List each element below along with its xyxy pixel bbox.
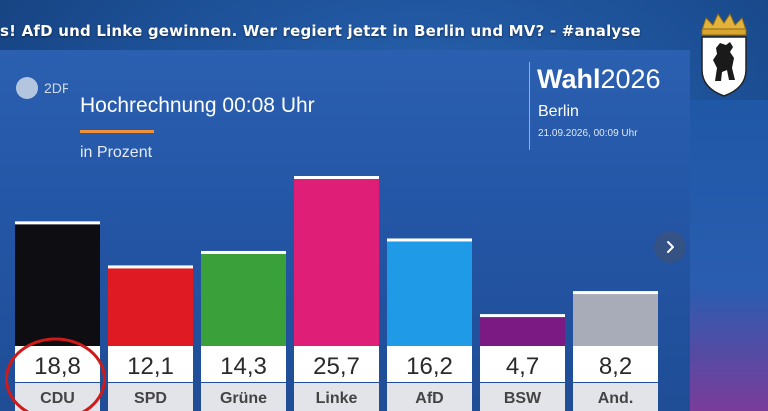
party-label-bsw: BSW bbox=[504, 390, 542, 407]
bar-spd bbox=[108, 266, 193, 346]
video-headline: s! AfD und Linke gewinnen. Wer regiert j… bbox=[0, 22, 641, 40]
bar-top-line-and bbox=[573, 291, 658, 295]
party-label-afd: AfD bbox=[415, 390, 443, 407]
bar-and bbox=[573, 292, 658, 346]
value-label-and: 8,2 bbox=[599, 353, 632, 380]
value-box-spd bbox=[108, 346, 193, 382]
bar-top-line-linke bbox=[294, 176, 379, 179]
party-label-grne: Grüne bbox=[220, 390, 267, 407]
bar-top-line-grne bbox=[201, 250, 286, 254]
value-label-linke: 25,7 bbox=[313, 353, 360, 380]
party-box-cdu bbox=[15, 383, 100, 411]
value-box-linke bbox=[294, 346, 379, 382]
value-label-grne: 14,3 bbox=[220, 353, 267, 380]
value-box-bsw bbox=[480, 346, 565, 382]
title-accent-line bbox=[80, 130, 154, 133]
berlin-bear-crest-icon bbox=[701, 12, 747, 97]
value-label-bsw: 4,7 bbox=[506, 353, 539, 380]
bar-cdu bbox=[15, 222, 100, 346]
bar-top-line-spd bbox=[108, 265, 193, 269]
value-box-afd bbox=[387, 346, 472, 382]
highlight-circle bbox=[5, 337, 106, 411]
value-box-cdu bbox=[15, 346, 100, 382]
value-label-cdu: 18,8 bbox=[34, 353, 81, 380]
bar-linke bbox=[294, 177, 379, 346]
election-brand: Wahl2026 bbox=[537, 64, 661, 95]
party-label-and: And. bbox=[598, 390, 634, 407]
results-bar-chart: 18,8 CDU 12,1 SPD 14,3 Grüne 25,7 Linke 16,2 AfD 4… bbox=[5, 176, 658, 411]
party-label-spd: SPD bbox=[134, 390, 167, 407]
chevron-right-icon bbox=[667, 241, 674, 253]
party-box-grne bbox=[201, 383, 286, 411]
party-box-spd bbox=[108, 383, 193, 411]
value-label-afd: 16,2 bbox=[406, 353, 453, 380]
value-label-spd: 12,1 bbox=[127, 353, 174, 380]
bar-grne bbox=[201, 251, 286, 346]
tv-screen: 2DF Hochrechnung 00:08 Uhr in Prozent Wa… bbox=[0, 50, 690, 411]
bar-bsw bbox=[480, 315, 565, 346]
party-box-afd bbox=[387, 383, 472, 411]
election-city: Berlin bbox=[538, 103, 579, 120]
graphic-subtitle: in Prozent bbox=[80, 144, 153, 161]
bar-top-line-cdu bbox=[15, 221, 100, 225]
party-box-linke bbox=[294, 383, 379, 411]
party-label-cdu: CDU bbox=[40, 390, 75, 407]
next-slide-button[interactable] bbox=[654, 231, 686, 263]
bar-top-line-afd bbox=[387, 238, 472, 242]
election-timestamp: 21.09.2026, 00:09 Uhr bbox=[538, 128, 638, 139]
value-box-grne bbox=[201, 346, 286, 382]
party-box-bsw bbox=[480, 383, 565, 411]
value-box-and bbox=[573, 346, 658, 382]
bar-afd bbox=[387, 239, 472, 346]
brand-divider bbox=[529, 62, 530, 150]
zdf-logo-icon: 2DF bbox=[16, 77, 68, 99]
side-panel bbox=[690, 100, 768, 411]
party-box-and bbox=[573, 383, 658, 411]
brand-word: Wahl bbox=[537, 64, 601, 94]
zdf-logo-text: 2DF bbox=[44, 80, 68, 96]
bar-top-line-bsw bbox=[480, 314, 565, 318]
party-label-linke: Linke bbox=[316, 390, 358, 407]
brand-year: 2026 bbox=[600, 64, 661, 94]
graphic-title: Hochrechnung 00:08 Uhr bbox=[80, 94, 315, 117]
